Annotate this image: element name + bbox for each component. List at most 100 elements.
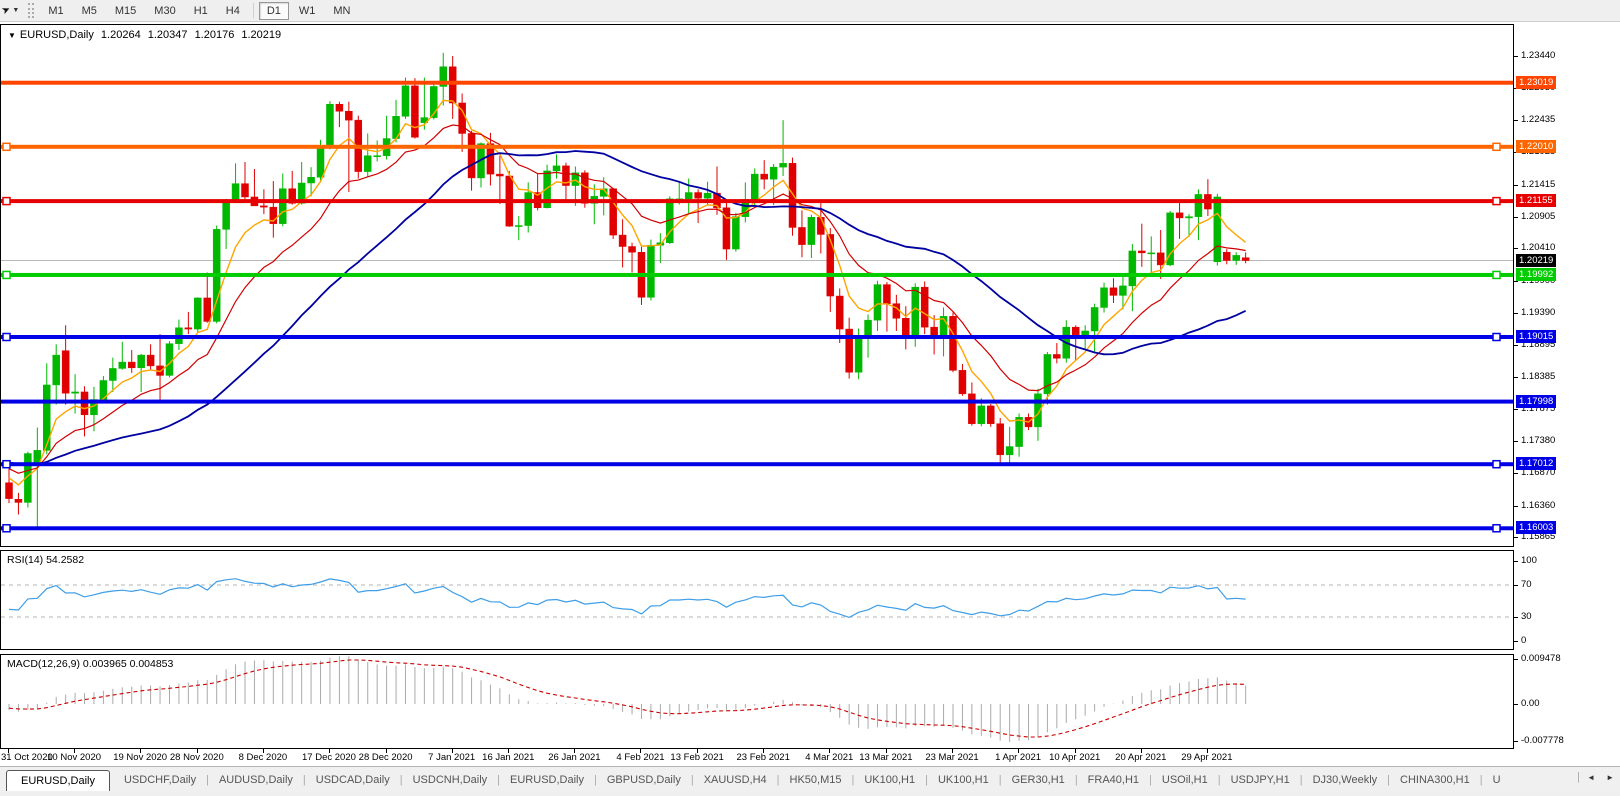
chart-tab[interactable]: EURUSD,Daily	[510, 773, 584, 786]
time-axis-tick	[829, 749, 831, 753]
candle-up	[647, 244, 655, 298]
chart-tab[interactable]: DJ30,Weekly	[1312, 773, 1378, 786]
chart-tab[interactable]: XAUUSD,H4	[703, 773, 767, 786]
price-axis-tick	[1514, 473, 1518, 475]
candle-down	[883, 284, 891, 304]
chart-tab-active[interactable]: EURUSD,Daily	[6, 770, 110, 791]
tab-separator: |	[851, 773, 855, 786]
rsi-pane[interactable]: RSI(14) 54.2582	[0, 550, 1514, 650]
timeframe-button-H4[interactable]: H4	[225, 4, 240, 17]
time-axis: 31 Oct 2020 10 Nov 2020 19 Nov 2020 28 Nov …	[0, 749, 1514, 766]
macd-axis-label: -0.007778	[1521, 734, 1564, 746]
line-handle	[2, 196, 11, 206]
chart-tab[interactable]: GER30,H1	[1011, 773, 1065, 786]
candle-down	[1053, 354, 1061, 359]
candle-down	[996, 423, 1004, 456]
price-axis-tick	[1514, 248, 1518, 250]
chart-tab[interactable]: USDCAD,Daily	[315, 773, 390, 786]
candle-down	[448, 66, 457, 104]
chart-tab[interactable]: UK100,H1	[937, 773, 989, 786]
horizontal-level-line	[1, 80, 1513, 85]
price-chart-pane[interactable]: ▼ EURUSD,Daily 1.20264 1.20347 1.20176 1.…	[0, 24, 1514, 547]
candle-up	[684, 192, 693, 200]
candle-up	[439, 66, 447, 87]
chart-tab[interactable]: UK100,H1	[864, 773, 916, 786]
price-tick-label: 1.16360	[1521, 499, 1556, 511]
tabs-scroll-left-button[interactable]: ◄	[1587, 773, 1596, 782]
price-tick-label: 1.15865	[1521, 531, 1556, 543]
timeframe-button-MN[interactable]: MN	[333, 4, 351, 17]
chart-tab[interactable]: U	[1492, 773, 1501, 786]
rsi-canvas[interactable]	[1, 551, 1513, 649]
toolbar-grip[interactable]	[28, 3, 35, 18]
candle-up	[1213, 196, 1222, 262]
tab-separator: |	[1217, 773, 1221, 786]
candle-up	[109, 368, 117, 381]
macd-pane[interactable]: MACD(12,26,9) 0.003965 0.004853	[0, 654, 1514, 749]
chart-tab[interactable]: HK50,M15	[789, 773, 842, 786]
candle-down	[486, 143, 495, 175]
macd-axis-tick	[1514, 740, 1518, 742]
time-axis-label: 17 Dec 2020	[302, 752, 356, 763]
price-tick-label: 1.21415	[1521, 178, 1556, 190]
candle-up	[231, 183, 240, 202]
candle-down	[335, 104, 344, 112]
time-axis-label: 26 Jan 2021	[548, 752, 601, 763]
candle-down	[1241, 257, 1250, 261]
time-axis-label: 16 Jan 2021	[482, 752, 535, 763]
toolbar-dropdown-arrow-icon[interactable]: ▼	[12, 7, 20, 14]
chart-tab[interactable]: GBPUSD,Daily	[606, 773, 681, 786]
time-axis-tick	[508, 749, 510, 753]
line-handle	[1492, 332, 1501, 342]
time-axis-label: 20 Apr 2021	[1115, 752, 1167, 763]
macd-axis-label: 0.009478	[1521, 652, 1561, 664]
candle-down	[14, 499, 23, 503]
time-axis-tick	[1206, 749, 1208, 753]
candle-up	[326, 104, 334, 149]
macd-label: MACD(12,26,9) 0.003965 0.004853	[7, 658, 174, 670]
macd-canvas[interactable]	[1, 655, 1513, 748]
tab-separator: |	[1149, 773, 1152, 786]
chart-tab[interactable]: USDCHF,Daily	[123, 773, 197, 786]
time-axis-tick	[763, 749, 765, 753]
tabs-scroll-right-button[interactable]: ►	[1606, 773, 1614, 782]
candle-down	[1109, 287, 1118, 296]
chart-cursor-icon[interactable]: ➤	[0, 3, 13, 18]
chart-tab[interactable]: USOil,H1	[1161, 773, 1208, 786]
candle-up	[571, 172, 580, 186]
price-chart-canvas[interactable]	[1, 25, 1513, 546]
level-price-label: 1.23019	[1516, 75, 1557, 89]
candle-down	[496, 173, 504, 177]
price-tick-label: 1.20410	[1521, 242, 1556, 254]
line-handle	[1492, 142, 1501, 152]
candle-up	[524, 192, 532, 226]
candle-up	[732, 216, 740, 250]
time-axis-label: 1 Apr 2021	[995, 752, 1042, 763]
macd-axis-label: 0.00	[1521, 698, 1540, 709]
timeframe-button-M30[interactable]: M30	[154, 4, 176, 17]
timeframe-button-D1[interactable]: D1	[258, 1, 289, 20]
candle-up	[24, 453, 32, 503]
time-axis-label: 4 Mar 2021	[805, 752, 854, 763]
candle-up	[1147, 252, 1155, 255]
toolbar-separator	[252, 3, 254, 18]
candle-down	[562, 165, 570, 186]
level-price-label: 1.16003	[1516, 521, 1557, 535]
chart-tab[interactable]: CHINA300,H1	[1400, 773, 1470, 786]
timeframe-button-H1[interactable]: H1	[193, 4, 208, 17]
candle-up	[703, 192, 712, 199]
candle-up	[373, 155, 381, 157]
timeframe-button-M1[interactable]: M1	[48, 4, 64, 17]
candle-up	[297, 182, 306, 204]
chart-tab[interactable]: AUDUSD,Daily	[218, 773, 293, 786]
chart-tab[interactable]: USDCNH,Daily	[412, 773, 488, 786]
timeframe-button-M15[interactable]: M15	[114, 4, 137, 17]
timeframe-button-M5[interactable]: M5	[81, 4, 97, 17]
candle-up	[807, 217, 816, 245]
chart-tab[interactable]: USDJPY,H1	[1230, 773, 1290, 786]
chart-menu-triangle-icon[interactable]: ▼	[8, 31, 16, 40]
chart-tab[interactable]: FRA40,H1	[1087, 773, 1140, 786]
line-handle	[1492, 270, 1501, 280]
tab-separator: |	[998, 773, 1002, 786]
timeframe-button-W1[interactable]: W1	[298, 4, 316, 17]
